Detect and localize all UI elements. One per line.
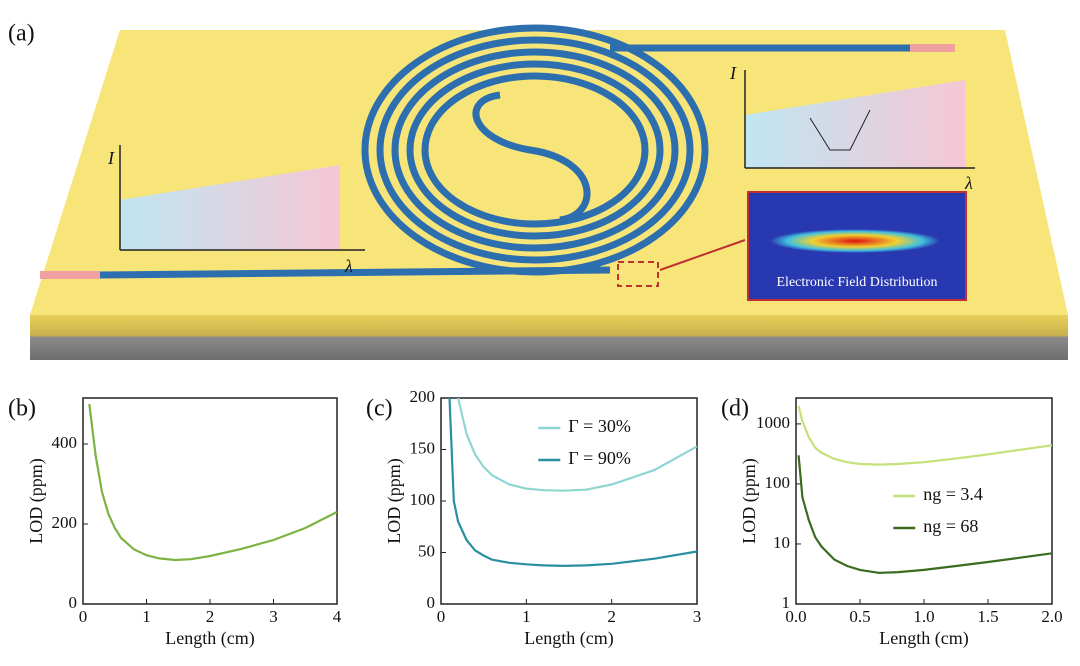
x-tick-label: 1	[142, 607, 151, 626]
y-axis-label: LOD (ppm)	[26, 458, 47, 543]
legend-label: ng = 68	[923, 516, 978, 536]
x-tick-label: 0	[437, 607, 446, 626]
inset-axes	[744, 70, 975, 169]
x-axis-label: Length (cm)	[165, 628, 254, 649]
panel-label: (c)	[366, 396, 393, 422]
x-axis-label: Length (cm)	[879, 628, 968, 649]
y-tick-label: 400	[52, 433, 78, 452]
legend-label: Γ = 90%	[568, 448, 631, 468]
waveguide	[99, 266, 611, 279]
spiral	[361, 24, 709, 276]
y-tick-label: 150	[410, 438, 436, 457]
y-tick-label: 1	[782, 593, 791, 612]
y-tick-label: 10	[773, 533, 790, 552]
field-caption: Electronic Field Distribution	[777, 275, 938, 290]
inset-spectrum	[745, 80, 965, 168]
y-tick-label: 0	[69, 593, 78, 612]
axis-label: I	[107, 148, 115, 168]
x-tick-label: 0.0	[785, 607, 806, 626]
y-axis-label: LOD (ppm)	[384, 458, 405, 543]
y-tick-label: 200	[410, 387, 436, 406]
y-axis-label: LOD (ppm)	[739, 458, 760, 543]
field-mode	[770, 229, 940, 253]
plot-frame	[82, 397, 338, 605]
x-tick-label: 2.0	[1041, 607, 1062, 626]
y-tick-label: 50	[418, 541, 435, 560]
x-tick-label: 3	[269, 607, 278, 626]
legend-label: ng = 3.4	[923, 484, 983, 504]
panel-label: (b)	[8, 396, 36, 422]
y-tick-label: 200	[52, 513, 78, 532]
x-tick-label: 0.5	[849, 607, 870, 626]
inset-axes	[119, 145, 365, 251]
x-tick-label: 2	[607, 607, 616, 626]
x-axis-label: Length (cm)	[524, 628, 613, 649]
x-tick-label: 1.0	[913, 607, 934, 626]
x-tick-label: 2	[206, 607, 215, 626]
data-line	[797, 455, 1052, 575]
zoom-box	[617, 261, 659, 287]
x-tick-label: 1	[522, 607, 531, 626]
x-tick-label: 1.5	[977, 607, 998, 626]
data-line	[448, 398, 697, 568]
panel-label: (d)	[721, 396, 749, 422]
x-tick-label: 0	[79, 607, 88, 626]
y-tick-label: 1000	[756, 413, 790, 432]
x-tick-label: 3	[693, 607, 702, 626]
data-line	[797, 405, 1052, 466]
data-line	[88, 403, 337, 562]
chip-side	[30, 315, 1068, 360]
data-line	[457, 398, 697, 492]
illustration: (a) I λ I λ Electronic Field Distributio…	[8, 21, 1068, 360]
x-tick-label: 4	[333, 607, 342, 626]
axis-label: λ	[964, 173, 973, 193]
inset-spectrum	[120, 165, 340, 250]
legend-label: Γ = 30%	[568, 416, 631, 436]
axis-label: λ	[344, 256, 353, 276]
y-tick-label: 100	[765, 473, 791, 492]
axis-label: I	[729, 63, 737, 83]
panel-label: (a)	[8, 21, 35, 47]
dip	[809, 109, 871, 151]
y-tick-label: 100	[410, 490, 436, 509]
y-tick-label: 0	[427, 593, 436, 612]
zoom-arrow	[659, 239, 746, 271]
